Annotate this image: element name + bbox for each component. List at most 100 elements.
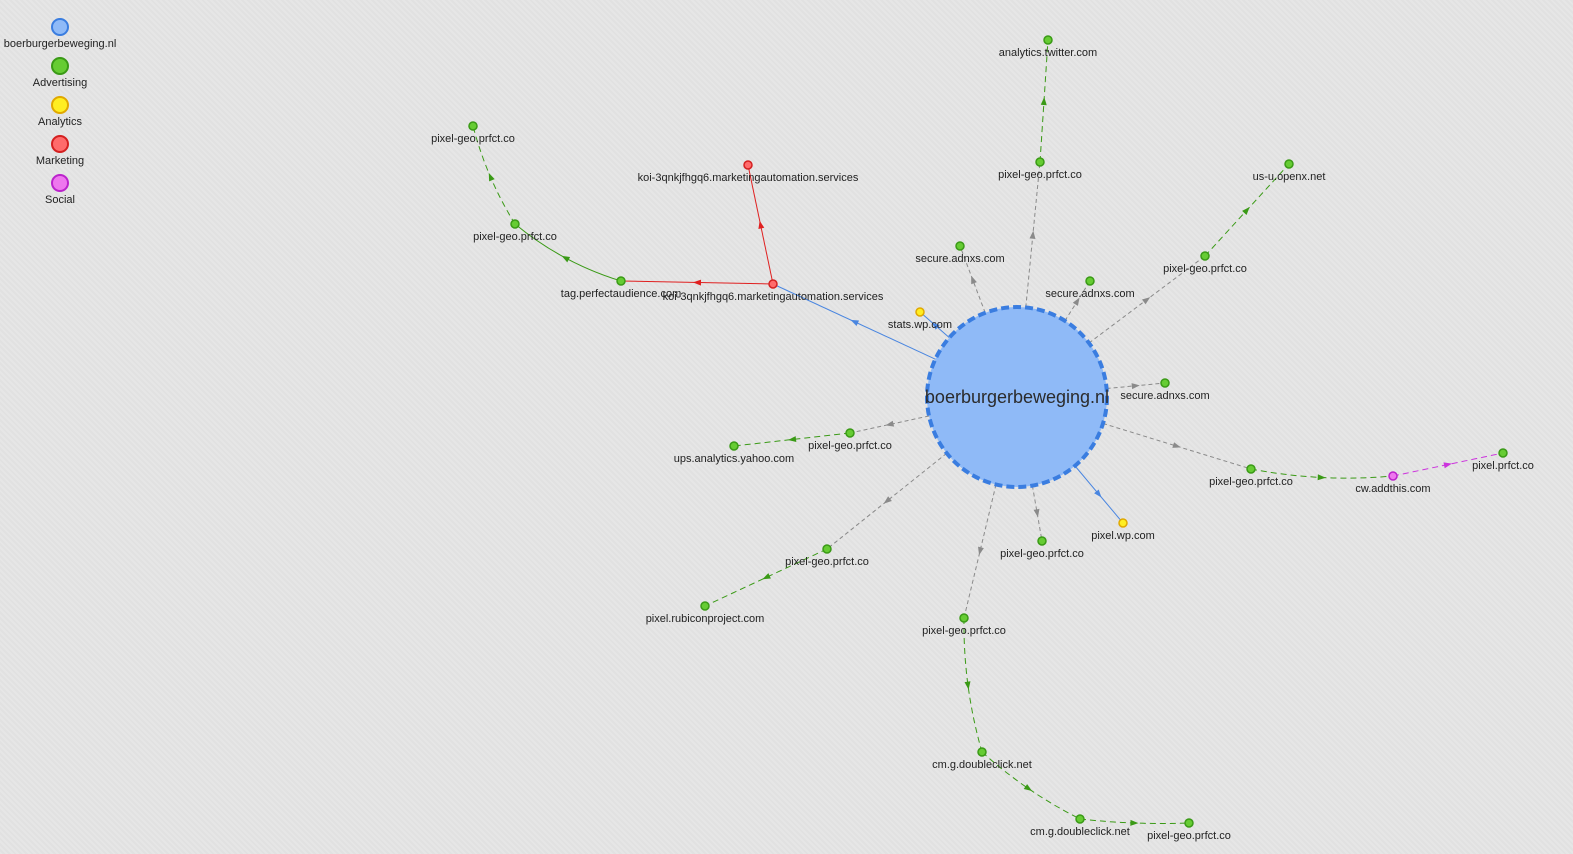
legend-item-social[interactable]: Social [0,174,120,206]
node-dot[interactable] [1118,518,1128,528]
graph-node-pg8[interactable]: pixel-geo.prfct.co [1209,464,1293,488]
graph-node-pg5[interactable]: pixel-geo.prfct.co [808,428,892,452]
node-label: secure.adnxs.com [915,253,1004,265]
node-label: pixel-geo.prfct.co [1163,263,1247,275]
edge-arrow-main-pg9 [978,546,984,556]
node-dot[interactable] [1037,536,1047,546]
node-dot[interactable] [1075,814,1085,824]
legend-label: Marketing [35,155,85,167]
graph-node-pg6[interactable]: pixel-geo.prfct.co [785,544,869,568]
node-dot[interactable] [1035,157,1045,167]
graph-node-cwa[interactable]: cw.addthis.com [1355,471,1431,495]
legend-label: Advertising [32,77,88,89]
edge-arrow-main-pwp [1094,489,1102,498]
node-label: pixel-geo.prfct.co [1147,830,1231,842]
node-dot[interactable] [700,601,710,611]
graph-node-pwp[interactable]: pixel.wp.com [1091,518,1155,542]
node-dot[interactable] [1284,159,1294,169]
node-dot[interactable] [822,544,832,554]
node-label: stats.wp.com [888,319,952,331]
node-dot[interactable] [1388,471,1398,481]
edge-arrow-main-sa2 [1072,297,1080,306]
edge-main-pg6 [826,452,948,550]
node-label: cm.g.doubleclick.net [932,759,1032,771]
graph-node-swp[interactable]: stats.wp.com [888,307,952,331]
graph-node-uay[interactable]: ups.analytics.yahoo.com [674,441,794,465]
edge-arrow-tpa-pg4 [561,255,571,263]
node-dot[interactable] [616,276,626,286]
graph-node-prp[interactable]: pixel.rubiconproject.com [646,601,765,625]
node-dot[interactable] [845,428,855,438]
edge-arrow-main-pg7 [1033,508,1040,518]
node-dot[interactable] [1246,464,1256,474]
graph-node-sa1[interactable]: secure.adnxs.com [915,241,1005,265]
node-dot[interactable] [1160,378,1170,388]
graph-node-koi2[interactable]: koi-3qnkjfhgq6.marketingautomation.servi… [638,160,859,184]
node-dot[interactable] [468,121,478,131]
edge-cwa-ppc [1392,452,1504,477]
graph-node-pg9[interactable]: pixel-geo.prfct.co [922,613,1006,637]
edge-arrow-pg9-cmg1 [964,681,971,690]
edge-arrow-cmg2-pg10 [1130,819,1139,826]
edge-arrow-pg2-usu [1242,207,1250,215]
node-label: us-u.openx.net [1253,171,1326,183]
graph-node-pg10[interactable]: pixel-geo.prfct.co [1147,818,1231,842]
node-label: koi-3qnkjfhgq6.marketingautomation.servi… [638,172,859,184]
main-site-circle[interactable] [925,305,1109,489]
graph-node-sa2[interactable]: secure.adnxs.com [1045,276,1135,300]
edge-main-pg9 [963,484,997,619]
graph-node-cmg1[interactable]: cm.g.doubleclick.net [932,747,1032,771]
node-label: pixel-geo.prfct.co [785,556,869,568]
graph-node-cmg2[interactable]: cm.g.doubleclick.net [1030,814,1130,838]
graph-node-pg4[interactable]: pixel-geo.prfct.co [473,219,557,243]
node-label: pixel.rubiconproject.com [646,613,765,625]
node-label: koi-3qnkjfhgq6.marketingautomation.servi… [663,291,884,303]
node-dot[interactable] [959,613,969,623]
edge-arrow-main-pg6 [883,496,892,504]
graph-node-usu[interactable]: us-u.openx.net [1253,159,1326,183]
legend-item-marketing[interactable]: Marketing [0,135,120,167]
edge-cmg1-cmg2 [981,751,1081,820]
node-label: tag.perfectaudience.com [561,288,681,300]
graph-node-pg7[interactable]: pixel-geo.prfct.co [1000,536,1084,560]
graph-node-pg1[interactable]: pixel-geo.prfct.co [998,157,1082,181]
graph-node-pg3[interactable]: pixel-geo.prfct.co [431,121,515,145]
node-dot[interactable] [977,747,987,757]
graph-node-atw[interactable]: analytics.twitter.com [999,35,1097,59]
node-dot[interactable] [729,441,739,451]
node-label: pixel-geo.prfct.co [1209,476,1293,488]
edge-pg6-prp [704,548,828,607]
node-label: pixel.wp.com [1091,530,1155,542]
node-dot[interactable] [1085,276,1095,286]
node-dot[interactable] [915,307,925,317]
nodes-layer: analytics.twitter.com pixel-geo.prfct.co u… [431,35,1534,842]
node-dot[interactable] [1184,818,1194,828]
edge-arrow-main-pg8 [1172,442,1181,448]
node-label: analytics.twitter.com [999,47,1097,59]
node-label: pixel-geo.prfct.co [431,133,515,145]
graph-node-sa3[interactable]: secure.adnxs.com [1120,378,1210,402]
edge-arrow-main-sa1 [971,275,977,285]
node-dot[interactable] [955,241,965,251]
legend-item-advertising[interactable]: Advertising [0,57,120,89]
node-dot[interactable] [510,219,520,229]
legend-item-site[interactable]: boerburgerbeweging.nl [0,18,120,50]
edge-arrow-koi1-tpa [693,279,702,286]
edge-arrow-koi1-koi2 [758,220,765,230]
node-dot[interactable] [743,160,753,170]
graph-node-pg2[interactable]: pixel-geo.prfct.co [1163,251,1247,275]
graph-node-tpa[interactable]: tag.perfectaudience.com [561,276,681,300]
node-dot[interactable] [768,279,778,289]
node-dot[interactable] [1200,251,1210,261]
main-node-layer: boerburgerbeweging.nl [925,305,1109,489]
node-dot[interactable] [1043,35,1053,45]
graph-node-koi1[interactable]: koi-3qnkjfhgq6.marketingautomation.servi… [663,279,884,303]
graph-node-ppc[interactable]: pixel.prfct.co [1472,448,1534,472]
main-site-node[interactable]: boerburgerbeweging.nl [925,305,1109,489]
legend-item-analytics[interactable]: Analytics [0,96,120,128]
node-label: cm.g.doubleclick.net [1030,826,1130,838]
edge-pg5-uay [733,432,851,447]
node-dot[interactable] [1498,448,1508,458]
